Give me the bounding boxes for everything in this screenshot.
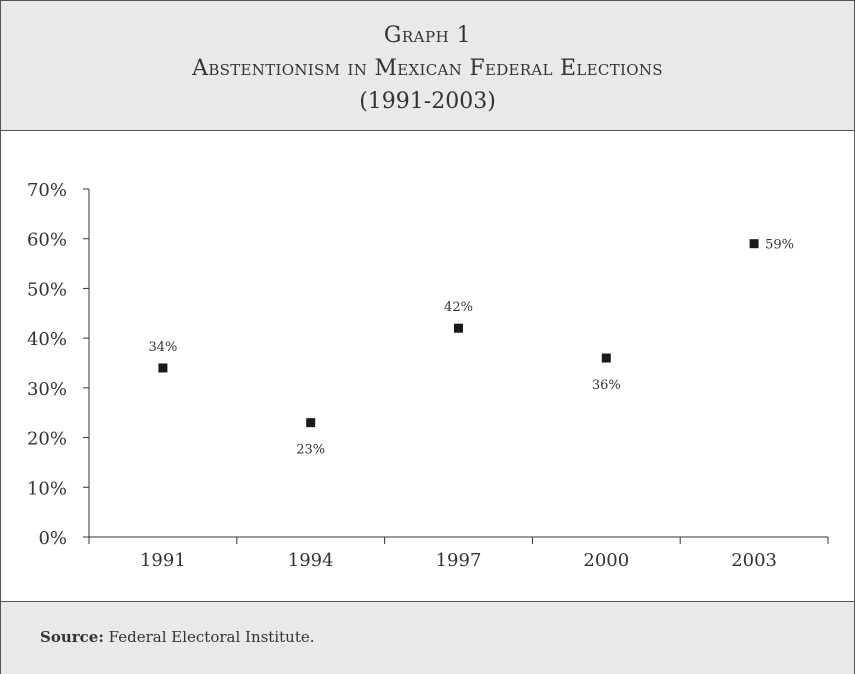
data-label: 59% xyxy=(765,238,794,253)
data-point xyxy=(454,323,463,333)
y-tick-label: 10% xyxy=(27,478,67,499)
y-tick-label: 30% xyxy=(27,379,67,400)
chart-area: 0% 10% 20% 30% 40% 50% 60% 70% 1991 1994 1997 2000 2… xyxy=(1,131,854,601)
y-tick-label: 70% xyxy=(27,180,67,201)
x-tick-label: 2000 xyxy=(583,550,629,571)
data-point xyxy=(306,418,316,428)
data-point xyxy=(601,353,611,363)
graph-number: Graph 1 xyxy=(383,23,472,48)
y-tick-label: 20% xyxy=(27,429,67,450)
y-tick-label: 60% xyxy=(27,230,67,251)
chart-subtitle: (1991-2003) xyxy=(359,89,496,114)
chart-header: Graph 1 Abstentionism in Mexican Federal… xyxy=(1,1,854,131)
data-label: 23% xyxy=(296,443,325,458)
x-tick-label: 1994 xyxy=(288,550,334,571)
y-tick-label: 50% xyxy=(27,279,67,300)
source-label: Source: xyxy=(40,628,104,646)
data-label: 34% xyxy=(148,340,177,355)
x-tick-label: 1991 xyxy=(140,550,186,571)
source-text: Federal Electoral Institute. xyxy=(103,628,315,646)
data-label: 42% xyxy=(444,300,473,315)
chart-title: Abstentionism in Mexican Federal Electio… xyxy=(192,56,663,81)
data-label: 36% xyxy=(592,378,621,393)
y-tick-label: 40% xyxy=(27,329,67,350)
x-tick-label: 1997 xyxy=(436,550,482,571)
chart-footer: Source: Federal Electoral Institute. xyxy=(1,601,854,674)
source-note: Source: Federal Electoral Institute. xyxy=(40,628,315,646)
x-tick-label: 2003 xyxy=(731,550,777,571)
data-point xyxy=(749,239,759,249)
scatter-chart: 0% 10% 20% 30% 40% 50% 60% 70% 1991 1994 1997 2000 2… xyxy=(27,180,829,571)
data-point xyxy=(158,363,168,373)
y-tick-label: 0% xyxy=(38,528,67,549)
